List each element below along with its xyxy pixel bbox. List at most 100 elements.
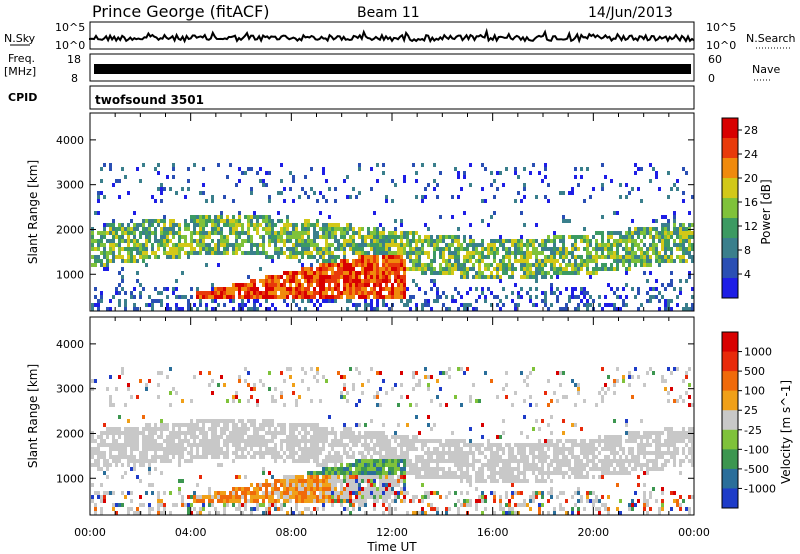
echo-cell: [169, 223, 172, 227]
echo-cell: [136, 447, 139, 451]
echo-cell: [508, 247, 511, 251]
echo-cell: [208, 219, 211, 223]
nsearch-tick-bottom: 10^0: [706, 39, 736, 52]
echo-cell: [505, 267, 508, 271]
echo-cell: [514, 391, 517, 395]
echo-cell: [109, 307, 112, 311]
echo-cell: [649, 243, 652, 247]
echo-cell: [541, 451, 544, 455]
echo-cell: [223, 383, 226, 387]
echo-cell: [445, 507, 448, 511]
echo-cell: [196, 455, 199, 459]
echo-cell: [247, 427, 250, 431]
echo-cell: [145, 219, 148, 223]
echo-cell: [421, 459, 424, 463]
echo-cell: [523, 263, 526, 267]
echo-cell: [397, 475, 400, 479]
echo-cell: [355, 279, 358, 283]
echo-cell: [487, 263, 490, 267]
echo-cell: [178, 239, 181, 243]
echo-cell: [331, 279, 334, 283]
echo-cell: [361, 455, 364, 459]
echo-cell: [106, 307, 109, 311]
echo-cell: [445, 451, 448, 455]
echo-cell: [190, 427, 193, 431]
echo-cell: [316, 487, 319, 491]
echo-cell: [139, 247, 142, 251]
cpid-label: CPID: [8, 91, 37, 104]
echo-cell: [103, 495, 106, 499]
echo-cell: [271, 287, 274, 291]
echo-cell: [397, 279, 400, 283]
echo-cell: [595, 463, 598, 467]
echo-cell: [304, 487, 307, 491]
echo-cell: [397, 495, 400, 499]
echo-cell: [166, 447, 169, 451]
echo-cell: [589, 271, 592, 275]
echo-cell: [148, 435, 151, 439]
echo-cell: [271, 475, 274, 479]
echo-cell: [253, 251, 256, 255]
echo-cell: [544, 255, 547, 259]
echo-cell: [340, 467, 343, 471]
echo-cell: [391, 471, 394, 475]
echo-cell: [388, 239, 391, 243]
echo-cell: [196, 419, 199, 423]
echo-cell: [196, 423, 199, 427]
echo-cell: [262, 455, 265, 459]
echo-cell: [490, 463, 493, 467]
echo-cell: [178, 243, 181, 247]
echo-cell: [691, 255, 694, 259]
echo-cell: [628, 267, 631, 271]
echo-cell: [400, 279, 403, 283]
echo-cell: [181, 451, 184, 455]
echo-cell: [133, 287, 136, 291]
freq-strip: Freq. [MHz] 18 8 60 0 Nave: [4, 52, 780, 85]
echo-cell: [460, 491, 463, 495]
echo-cell: [301, 423, 304, 427]
echo-cell: [301, 459, 304, 463]
echo-cell: [130, 239, 133, 243]
echo-cell: [589, 451, 592, 455]
echo-cell: [193, 303, 196, 307]
echo-cell: [547, 379, 550, 383]
echo-cell: [664, 239, 667, 243]
echo-cell: [373, 495, 376, 499]
echo-cell: [289, 455, 292, 459]
echo-cell: [274, 243, 277, 247]
echo-cell: [352, 455, 355, 459]
echo-cell: [328, 495, 331, 499]
echo-cell: [169, 255, 172, 259]
echo-cell: [559, 447, 562, 451]
echo-cell: [568, 295, 571, 299]
echo-cell: [442, 475, 445, 479]
echo-cell: [310, 511, 313, 515]
echo-cell: [118, 251, 121, 255]
echo-cell: [427, 299, 430, 303]
echo-cell: [196, 287, 199, 291]
echo-cell: [556, 259, 559, 263]
echo-cell: [358, 475, 361, 479]
echo-cell: [424, 299, 427, 303]
echo-cell: [472, 467, 475, 471]
echo-cell: [415, 371, 418, 375]
echo-cell: [394, 479, 397, 483]
echo-cell: [316, 439, 319, 443]
echo-cell: [418, 251, 421, 255]
echo-cell: [325, 459, 328, 463]
echo-cell: [118, 455, 121, 459]
echo-cell: [589, 251, 592, 255]
echo-cell: [586, 303, 589, 307]
echo-cell: [163, 223, 166, 227]
echo-cell: [265, 495, 268, 499]
echo-cell: [280, 251, 283, 255]
echo-cell: [274, 427, 277, 431]
echo-cell: [625, 231, 628, 235]
echo-cell: [250, 447, 253, 451]
echo-cell: [199, 475, 202, 479]
echo-cell: [211, 431, 214, 435]
echo-cell: [481, 471, 484, 475]
echo-cell: [289, 427, 292, 431]
echo-cell: [223, 431, 226, 435]
echo-cell: [247, 215, 250, 219]
